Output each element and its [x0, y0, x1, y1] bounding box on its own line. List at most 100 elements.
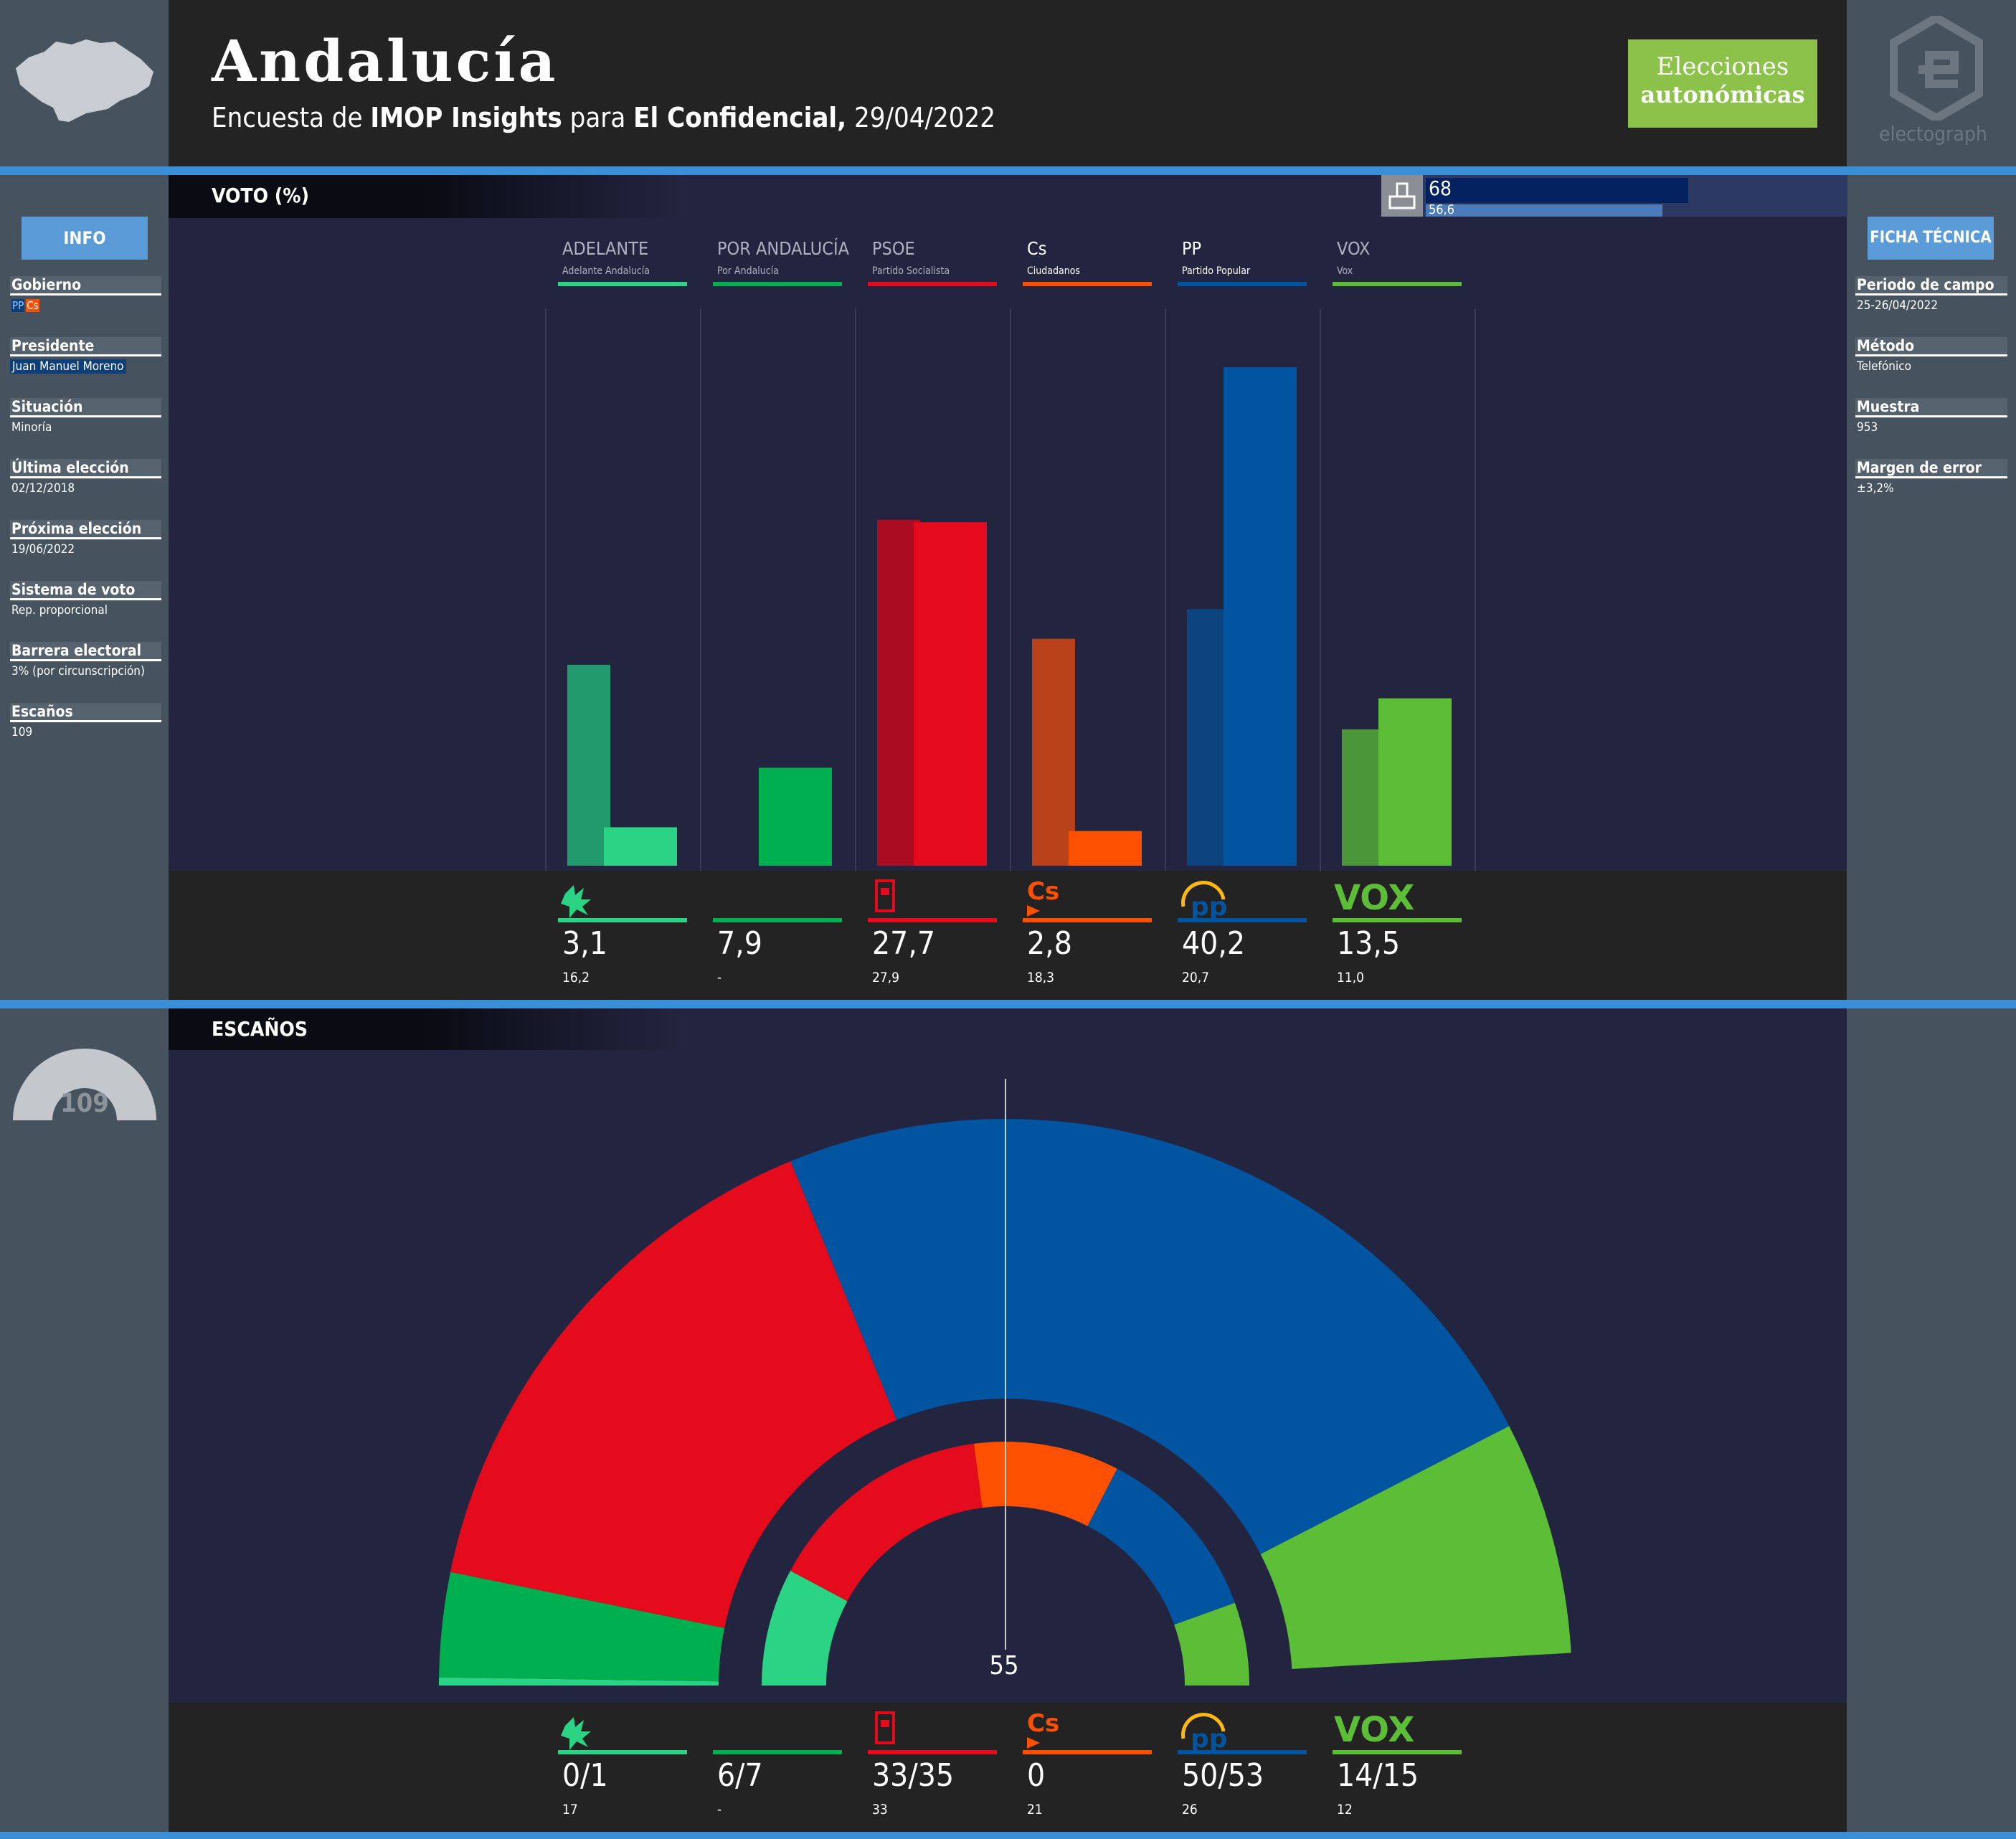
hemicycle-outer-segment — [450, 1161, 897, 1628]
participation-bar-prev — [1426, 204, 1662, 217]
party-fullname-label: Partido Popular — [1182, 265, 1251, 277]
info-item-label: Escaños — [10, 703, 161, 722]
psoe-shape-inner — [881, 888, 889, 895]
vote-results-band — [169, 871, 1847, 1000]
info-item-label: Próxima elección — [10, 520, 161, 539]
vote-result-previous: 11,0 — [1337, 970, 1365, 985]
divider-middle — [0, 1000, 2016, 1008]
seat-result-underline — [1178, 1750, 1307, 1754]
subtitle-prefix: Encuesta de — [212, 102, 363, 133]
ficha-item: Periodo de campo 25-26/04/2022 — [1855, 276, 2007, 313]
vote-title-bar: VOTO (%) — [169, 175, 685, 218]
pollster-name: IMOP Insights — [370, 102, 562, 133]
info-item-value: 02/12/2018 — [11, 481, 75, 496]
hemicycle-inner-segment — [974, 1442, 1117, 1526]
badge-line2: autonómicas — [1640, 81, 1805, 108]
psoe-shape-inner — [881, 1720, 889, 1727]
seat-result-value: 14/15 — [1337, 1757, 1419, 1794]
vox-logo-icon: VOX — [1334, 878, 1414, 918]
government-tag: Cs — [26, 299, 39, 312]
divider-bottom — [0, 1832, 2016, 1839]
vote-result-previous: - — [717, 970, 722, 985]
info-item-label: Presidente — [10, 337, 161, 356]
seats-gauge-icon — [13, 1049, 156, 1120]
vote-bar-previous — [567, 664, 610, 866]
election-type-badge: Elecciones autonómicas — [1628, 39, 1817, 128]
psoe-logo-icon — [875, 879, 895, 912]
adelante-logo-icon — [561, 885, 591, 918]
party-color-underline — [1333, 282, 1462, 286]
ficha-button[interactable]: FICHA TÉCNICA — [1868, 217, 1994, 260]
info-item-value: 109 — [11, 725, 33, 739]
info-item: Sistema de voto Rep. proporcional — [10, 581, 161, 618]
adelante-logo-icon — [561, 1717, 591, 1750]
hemicycle-inner-segment — [1174, 1602, 1249, 1686]
seat-result-previous: 33 — [872, 1802, 888, 1817]
majority-label: 55 — [989, 1651, 1019, 1680]
info-item: Próxima elección 19/06/2022 — [10, 520, 161, 557]
seat-result-value: 0/1 — [562, 1757, 608, 1794]
info-item-value: 19/06/2022 — [11, 542, 75, 557]
vote-bar-previous — [1187, 609, 1230, 866]
party-name-label: PSOE — [872, 238, 915, 259]
info-item-label: Última elección — [10, 459, 161, 478]
participation-now: 68 — [1429, 176, 1452, 200]
ficha-item-value: Telefónico — [1857, 359, 1911, 374]
column-separator — [855, 308, 856, 871]
info-item: Gobierno PP Cs — [10, 276, 161, 313]
vote-result-value: 40,2 — [1182, 925, 1246, 962]
vox-letters: VOX — [1334, 878, 1414, 918]
adelante-shape — [561, 885, 591, 918]
ficha-item-label: Muestra — [1855, 398, 2007, 417]
seat-result-previous: 21 — [1027, 1802, 1043, 1817]
seats-right-sidebar — [1847, 1008, 2016, 1832]
seat-result-underline — [1023, 1750, 1152, 1754]
seats-title-bar: ESCAÑOS — [169, 1008, 685, 1050]
cs-letters: Cs — [1027, 1710, 1059, 1738]
vote-bar-current — [1224, 367, 1297, 866]
cs-arrow — [1027, 1737, 1040, 1749]
seats-section-title: ESCAÑOS — [212, 1017, 308, 1041]
party-name-label: Cs — [1027, 238, 1047, 259]
pp-logo-icon: pp — [1181, 881, 1228, 921]
info-item: Escaños 109 — [10, 703, 161, 739]
party-name-label: POR ANDALUCÍA — [717, 238, 849, 259]
vote-result-underline — [868, 918, 997, 922]
vote-result-underline — [1178, 918, 1307, 922]
vote-result-previous: 16,2 — [562, 970, 590, 985]
vote-result-underline — [1333, 918, 1462, 922]
info-button[interactable]: INFO — [22, 217, 148, 260]
seat-result-underline — [1333, 1750, 1462, 1754]
info-item-value: Rep. proporcional — [11, 603, 108, 618]
vote-bar-current — [759, 767, 832, 866]
info-item-value: Minoría — [11, 420, 52, 435]
info-item-value: 3% (por circunscripción) — [11, 664, 145, 679]
vote-result-value: 2,8 — [1027, 925, 1072, 962]
cs-arrow — [1027, 905, 1040, 917]
vote-bar-current — [914, 522, 987, 866]
seat-result-value: 33/35 — [872, 1757, 955, 1794]
party-fullname-label: Partido Socialista — [872, 265, 950, 277]
vote-bar-current — [1069, 831, 1142, 866]
party-fullname-label: Ciudadanos — [1027, 265, 1080, 277]
divider-top — [0, 166, 2016, 175]
vote-result-previous: 27,9 — [872, 970, 900, 985]
vote-section-title: VOTO (%) — [212, 184, 310, 207]
info-item: Barrera electoral 3% (por circunscripción… — [10, 642, 161, 679]
pp-letters: pp — [1191, 1724, 1228, 1753]
seat-result-value: 6/7 — [717, 1757, 763, 1794]
vote-bar-previous — [1342, 729, 1385, 866]
column-separator — [545, 308, 546, 871]
poll-date: 29/04/2022 — [853, 102, 995, 133]
ficha-item-label: Periodo de campo — [1855, 276, 2007, 296]
seat-result-underline — [558, 1750, 687, 1754]
ficha-item: Margen de error ±3,2% — [1855, 459, 2007, 496]
psoe-logo-icon — [875, 1711, 895, 1744]
column-separator — [1320, 308, 1321, 871]
ficha-item-value: ±3,2% — [1857, 481, 1894, 496]
hemicycle-inner-segment — [1087, 1468, 1235, 1625]
party-color-underline — [1178, 282, 1307, 286]
party-color-underline — [558, 282, 687, 286]
hemicycle-inner-segment — [790, 1443, 983, 1602]
government-tag: PP — [11, 299, 25, 312]
